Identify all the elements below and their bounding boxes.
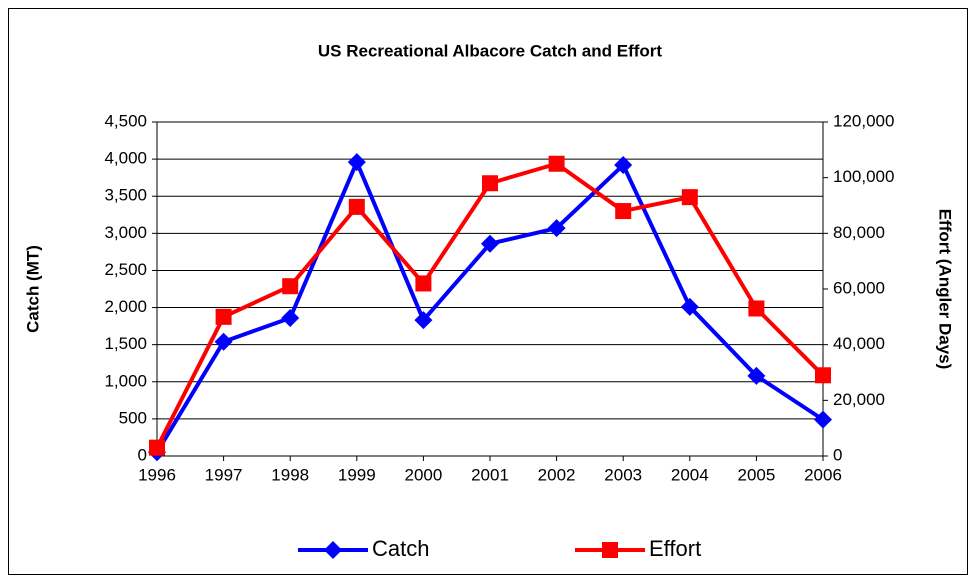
marker — [815, 367, 831, 384]
marker — [548, 155, 565, 172]
legend-marker — [602, 542, 618, 558]
marker — [547, 219, 566, 238]
x-tick-label: 2000 — [404, 465, 442, 484]
marker — [615, 203, 632, 220]
y-tick-label: 2,000 — [104, 297, 147, 316]
legend-marker — [324, 541, 342, 559]
x-tick-label: 1996 — [138, 465, 176, 484]
x-tick-label: 1997 — [205, 465, 243, 484]
y-tick-label: 4,500 — [104, 111, 147, 130]
plot-area — [157, 122, 823, 456]
marker — [347, 153, 366, 172]
y-tick-label: 2,500 — [104, 260, 147, 279]
marker — [747, 366, 766, 385]
x-tick-label: 2005 — [737, 465, 775, 484]
marker — [282, 278, 299, 295]
x-tick-label: 1998 — [271, 465, 309, 484]
y-tick-label: 4,000 — [104, 149, 147, 168]
y2-tick-label: 60,000 — [833, 278, 885, 297]
marker — [748, 300, 765, 317]
y2-axis-label: Effort (Angler Days) — [936, 209, 955, 370]
x-tick-label: 1999 — [338, 465, 376, 484]
x-tick-label: 2001 — [471, 465, 509, 484]
y-tick-label: 500 — [119, 408, 147, 427]
marker — [414, 311, 433, 330]
marker — [214, 332, 233, 351]
legend-label: Effort — [649, 536, 701, 561]
marker — [415, 275, 432, 292]
marker — [215, 308, 232, 325]
y-tick-label: 3,500 — [104, 186, 147, 205]
y-tick-label: 1,000 — [104, 371, 147, 390]
marker — [482, 175, 498, 192]
y-tick-label: 1,500 — [104, 334, 147, 353]
marker — [481, 234, 499, 253]
y-axis-label: Catch (MT) — [23, 245, 42, 333]
x-tick-label: 2004 — [671, 465, 709, 484]
chart-title: US Recreational Albacore Catch and Effor… — [318, 41, 663, 60]
marker — [680, 297, 699, 316]
x-tick-label: 2006 — [804, 465, 842, 484]
x-tick-label: 2003 — [604, 465, 642, 484]
y2-tick-label: 80,000 — [833, 223, 885, 242]
x-tick-label: 2002 — [538, 465, 576, 484]
y2-tick-label: 100,000 — [833, 167, 894, 186]
marker — [814, 410, 832, 429]
legend-label: Catch — [372, 536, 429, 561]
marker — [681, 189, 698, 206]
y2-tick-label: 20,000 — [833, 390, 885, 409]
marker — [281, 308, 300, 327]
y2-tick-label: 40,000 — [833, 334, 885, 353]
y-tick-label: 3,000 — [104, 223, 147, 242]
y2-tick-label: 120,000 — [833, 111, 894, 130]
marker — [149, 439, 165, 456]
marker — [614, 156, 633, 175]
y2-tick-label: 0 — [833, 445, 842, 464]
y-tick-label: 0 — [138, 445, 147, 464]
marker — [348, 198, 365, 215]
